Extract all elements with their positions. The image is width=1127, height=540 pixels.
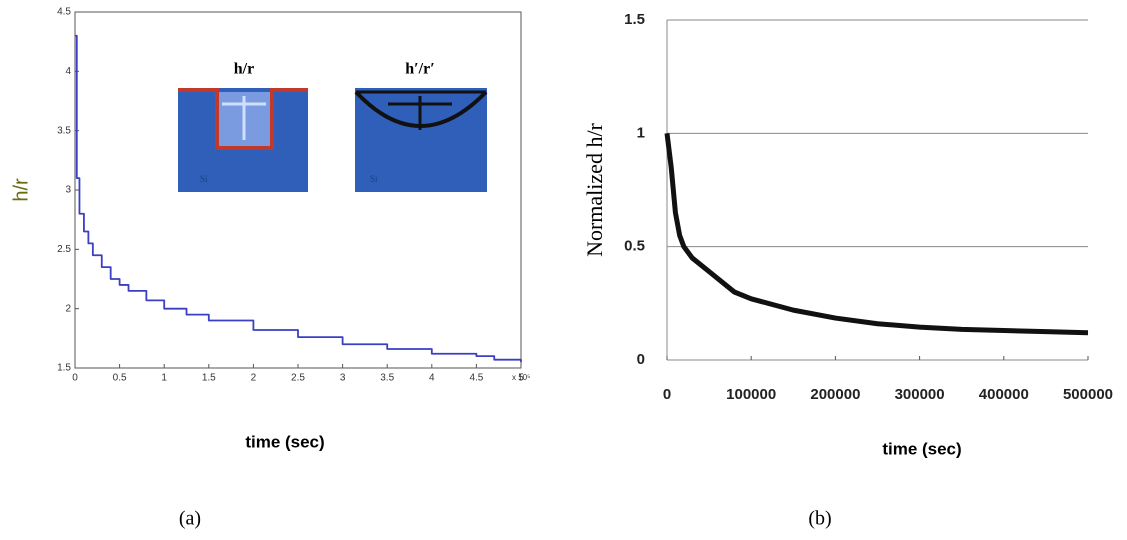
caption: (a) [179,508,201,530]
y-tick-label: 0.5 [624,238,645,255]
x-tick-label: 100000 [726,386,776,403]
x-tick-label: 5 [518,373,524,384]
x-tick-label: 3 [340,373,346,384]
y-tick-label: 2 [65,303,71,314]
y-tick-label: 3 [65,185,71,196]
x-tick-label: 4.5 [469,373,483,384]
x-tick-label: 200000 [810,386,860,403]
x-tick-label: 0.5 [113,373,127,384]
y-tick-label: 1.5 [624,11,645,28]
inset-liner [178,88,308,150]
data-line [664,133,1089,336]
inset-label: Si [200,174,208,184]
x-tick-label: 300000 [895,386,945,403]
inset-label: Si [370,174,378,184]
x-tick-label: 1 [161,373,167,384]
y-axis-label: h/r [10,178,32,202]
y-tick-label: 2.5 [57,244,71,255]
y-tick-label: 4 [65,66,71,77]
x-tick-label: 2 [251,373,257,384]
caption: (b) [808,508,831,530]
x-tick-label: 1.5 [202,373,216,384]
y-tick-label: 0 [637,351,645,368]
y-tick-label: 4.5 [57,7,71,18]
y-tick-label: 1 [637,124,645,141]
inset-label: h′/r′ [405,61,434,78]
y-axis-label: Normalized h/r [582,122,607,256]
chart: 1.5 2 2.5 3 3.5 4 4.5 0 0.5 1 1.5 2 2.5 3 3.5 4 4.5 5 time… [10,7,530,530]
x-tick-label: 0 [72,373,78,384]
x-tick-label: 0 [663,386,671,403]
x-tick-label: 2.5 [291,373,305,384]
x-axis-label: time (sec) [245,432,324,451]
x-tick-label: 500000 [1063,386,1113,403]
x-multiplier: x 10⁵ [512,373,530,382]
chart: 0 0.5 1 1.5 0 100000 200000 300000 400000 500000 t… [582,11,1113,530]
inset-arrows [356,90,486,130]
data-line [75,34,522,363]
x-tick-label: 400000 [979,386,1029,403]
x-tick-label: 4 [429,373,435,384]
y-tick-label: 3.5 [57,125,71,136]
x-tick-label: 3.5 [380,373,394,384]
x-axis-label: time (sec) [882,439,961,458]
inset-arrows [222,96,266,140]
y-tick-label: 1.5 [57,363,71,374]
inset-diagrams: h/r Si h′/r′ Si [178,61,488,192]
inset-label: h/r [234,61,254,78]
